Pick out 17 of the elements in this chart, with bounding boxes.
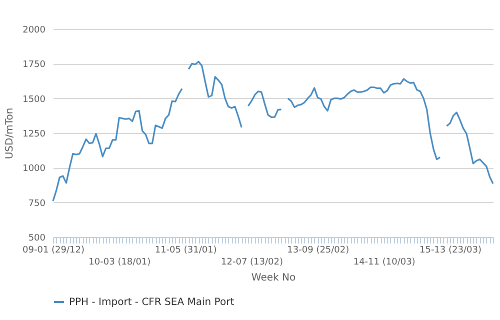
x-tick-label: 14-11 (10/03) — [353, 258, 416, 268]
y-tick-label: 1250 — [22, 130, 46, 140]
y-tick-label: 1750 — [22, 60, 46, 70]
legend-label: PPH - Import - CFR SEA Main Port — [69, 297, 234, 308]
y-tick-label: 1000 — [22, 164, 46, 174]
y-axis-title: USD/mTon — [4, 108, 16, 160]
x-tick-label: 12-07 (13/02) — [221, 258, 283, 268]
x-tick-label: 09-01 (29/12) — [22, 246, 84, 256]
y-tick-label: 2000 — [22, 26, 46, 36]
y-tick-label: 500 — [28, 234, 46, 244]
x-tick-label: 11-05 (31/01) — [154, 246, 217, 256]
x-tick-label: 10-03 (18/01) — [88, 258, 151, 268]
x-axis-title: Week No — [251, 272, 296, 284]
y-tick-label: 750 — [28, 198, 46, 209]
y-tick-label: 1500 — [22, 94, 46, 105]
x-tick-label: 15-13 (23/03) — [420, 246, 482, 256]
x-tick-label: 13-09 (25/02) — [287, 246, 350, 256]
